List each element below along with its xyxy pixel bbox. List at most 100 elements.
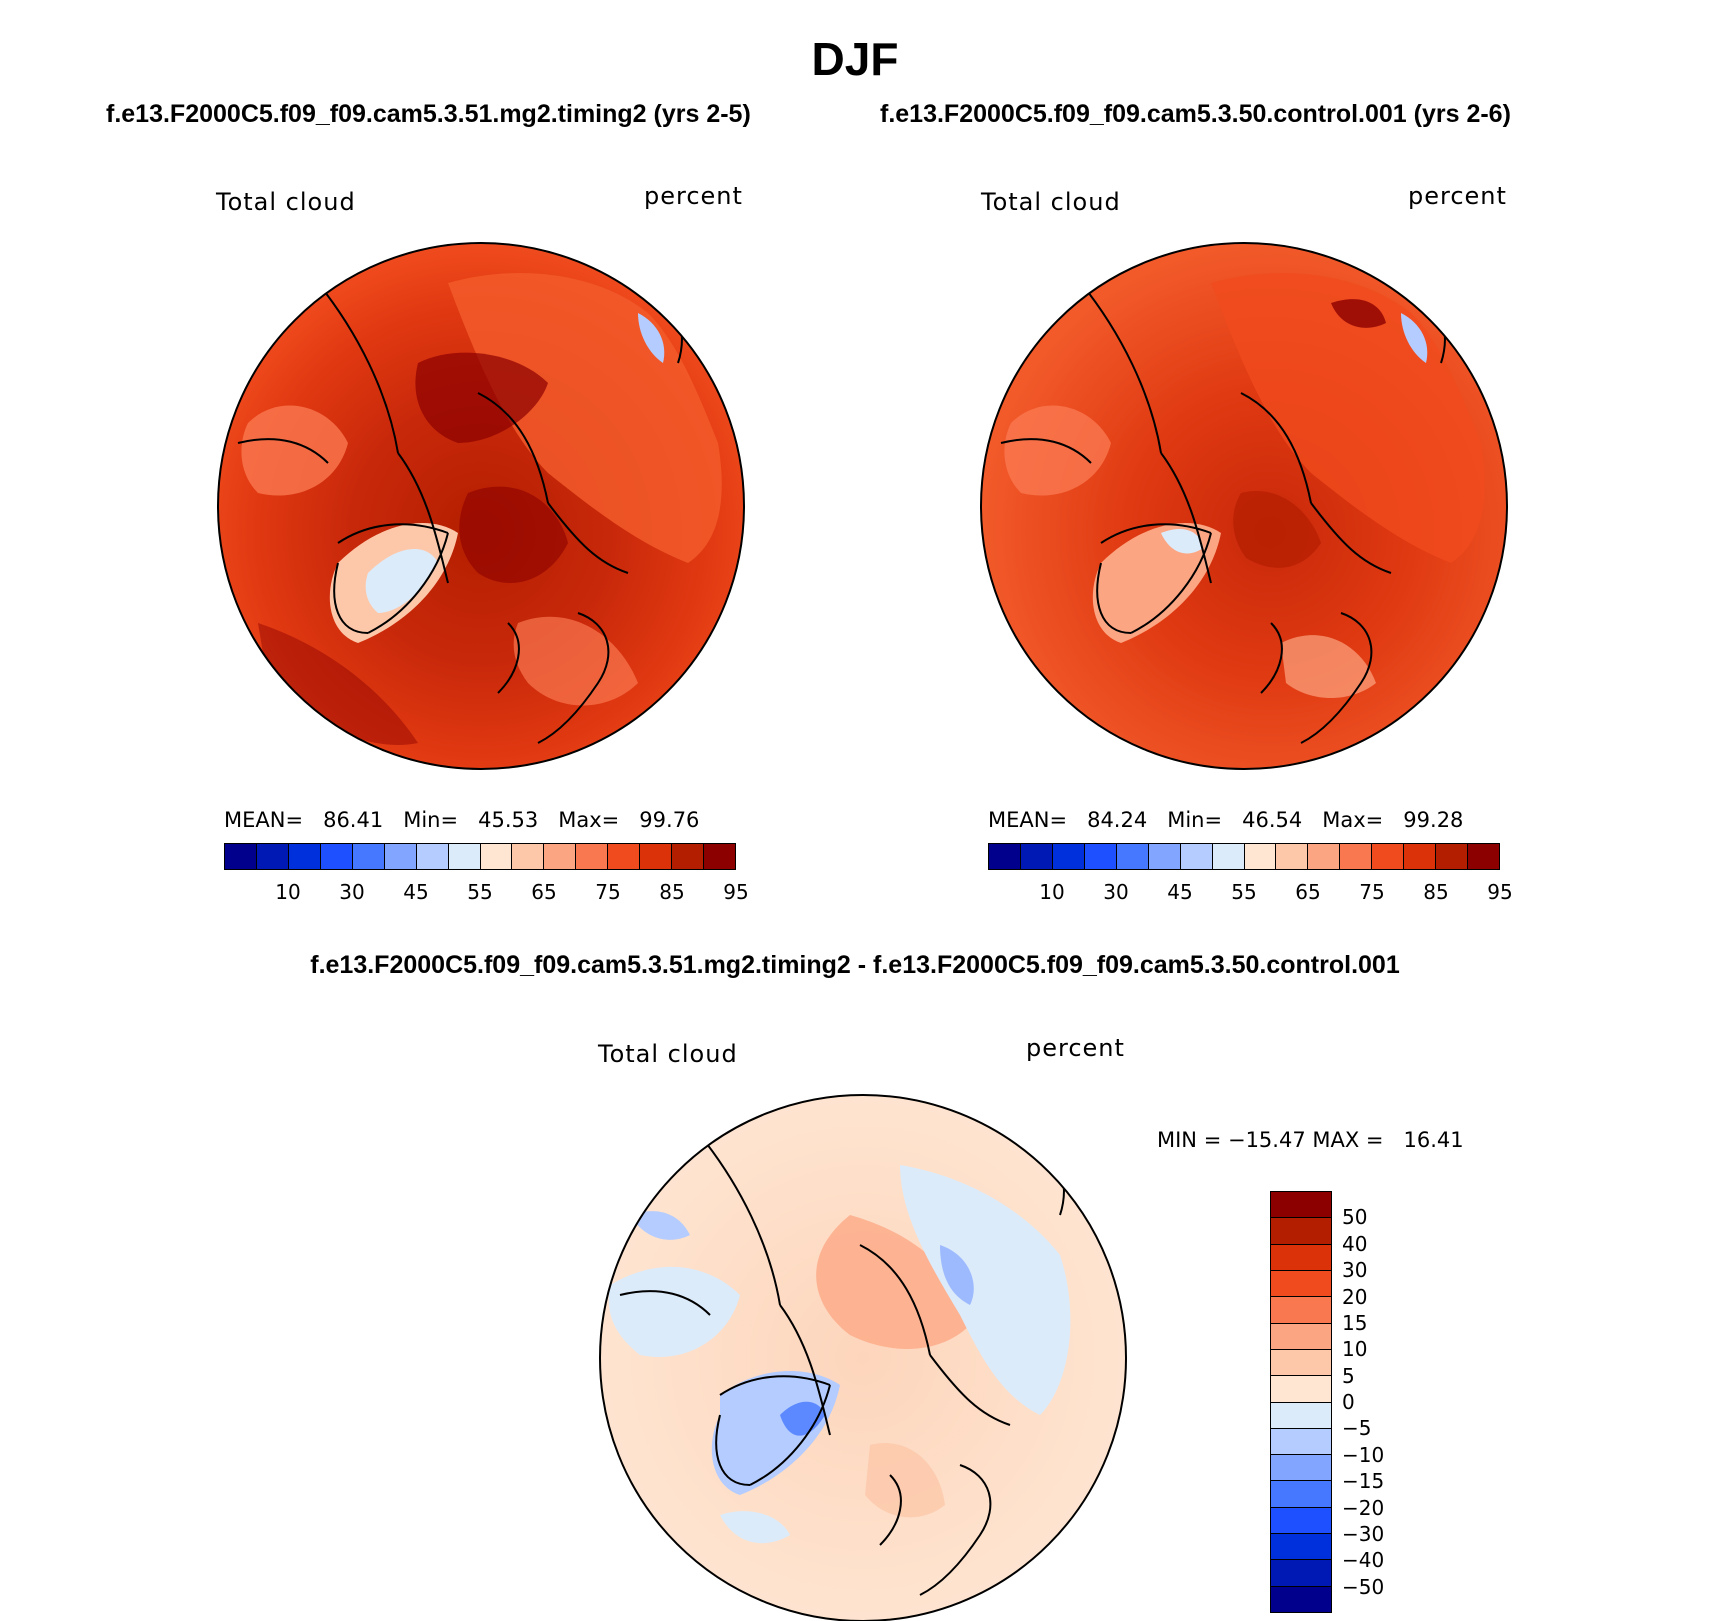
panel2-colorbar-cell	[1084, 844, 1117, 869]
panel1-colorbar-cell	[608, 844, 641, 869]
diff-colorbar-tick-label: −10	[1342, 1442, 1385, 1467]
diff-colorbar-ticks: 50 40 30 20 15 10 5 0 −5 −10 −15 −20 −30 −40 −50	[1342, 1191, 1422, 1613]
panel2-colorbar-cell	[1276, 844, 1309, 869]
diff-colorbar-tick-label: 0	[1342, 1390, 1355, 1414]
panel3-variable: Total cloud	[598, 1040, 738, 1068]
panel1-colorbar-tick-label: 85	[659, 880, 685, 904]
panel2-colorbar-tick-label: 95	[1487, 880, 1513, 904]
diff-colorbar-tick-label: 30	[1342, 1258, 1368, 1283]
diff-colorbar-cell	[1271, 1507, 1331, 1535]
panel1-colorbar-cell	[352, 844, 385, 869]
diff-colorbar-tick-label: 50	[1342, 1205, 1368, 1230]
panel1-colorbar-tick-label: 45	[403, 880, 429, 904]
panel2-colorbar-cell	[1020, 844, 1053, 869]
diff-colorbar-cell	[1271, 1244, 1331, 1271]
panel2-colorbar-cell	[1404, 844, 1437, 869]
panel1-variable: Total cloud	[216, 188, 356, 216]
panel1-colorbar-cell	[416, 844, 449, 869]
panel1-colorbar-tick-label: 55	[467, 880, 493, 904]
diff-colorbar-tick-label: −40	[1342, 1548, 1385, 1573]
panel2-colorbar	[988, 843, 1500, 870]
case1-title: f.e13.F2000C5.f09_f09.cam5.3.51.mg2.timi…	[106, 100, 751, 128]
diff-colorbar-cell	[1271, 1376, 1331, 1403]
panel2-polar-map	[980, 242, 1508, 770]
panel1-colorbar-cell	[256, 844, 289, 869]
panel1-colorbar-cell	[512, 844, 545, 869]
panel2-colorbar-tick-label: 75	[1359, 880, 1385, 904]
panel2-colorbar-tick-label: 65	[1295, 880, 1321, 904]
panel2-colorbar-cell	[1212, 844, 1245, 869]
panel2-colorbar-ticks: 10 30 45 55 65 75 85 95	[988, 880, 1512, 906]
panel2-stats: MEAN= 84.24 Min= 46.54 Max= 99.28	[988, 808, 1464, 832]
panel1-units: percent	[644, 182, 743, 210]
panel2-colorbar-cell	[1436, 844, 1469, 869]
panel1-colorbar-cell	[576, 844, 609, 869]
panel2-colorbar-cell	[1468, 844, 1499, 869]
diff-colorbar-cell	[1271, 1455, 1331, 1482]
diff-colorbar-tick-label: −15	[1342, 1469, 1385, 1494]
diff-colorbar-tick-label: −30	[1342, 1521, 1385, 1546]
panel1-colorbar-tick-label: 75	[595, 880, 621, 904]
panel1-colorbar-cell	[672, 844, 705, 869]
panel1-colorbar-cell	[320, 844, 353, 869]
diff-colorbar-cell	[1271, 1560, 1331, 1587]
panel2-units: percent	[1408, 182, 1507, 210]
diff-colorbar-cell	[1271, 1297, 1331, 1324]
diff-colorbar	[1270, 1191, 1332, 1613]
panel3-units: percent	[1026, 1034, 1125, 1062]
panel1-colorbar-ticks: 10 30 45 55 65 75 85 95	[224, 880, 748, 906]
panel1-colorbar	[224, 843, 736, 870]
panel1-colorbar-tick-label: 95	[723, 880, 749, 904]
panel2-colorbar-cell	[1372, 844, 1405, 869]
panel2-colorbar-cell	[1308, 844, 1341, 869]
panel1-colorbar-cell	[288, 844, 321, 869]
panel2-colorbar-tick-label: 30	[1103, 880, 1129, 904]
diff-colorbar-tick-label: 40	[1342, 1231, 1368, 1256]
panel3-polar-map	[599, 1094, 1127, 1621]
diff-colorbar-tick-label: 20	[1342, 1284, 1368, 1309]
case2-title: f.e13.F2000C5.f09_f09.cam5.3.50.control.…	[880, 100, 1511, 128]
panel2-colorbar-cell	[1340, 844, 1373, 869]
panel1-colorbar-cell	[225, 844, 257, 869]
diff-colorbar-cell	[1271, 1270, 1331, 1298]
panel2-colorbar-cell	[1244, 844, 1277, 869]
panel1-colorbar-cell	[640, 844, 673, 869]
diff-title: f.e13.F2000C5.f09_f09.cam5.3.51.mg2.timi…	[310, 951, 1400, 979]
panel1-colorbar-tick-label: 30	[339, 880, 365, 904]
diff-colorbar-tick-label: 10	[1342, 1337, 1368, 1362]
diff-colorbar-cell	[1271, 1218, 1331, 1245]
panel1-colorbar-cell	[544, 844, 577, 869]
diff-colorbar-cell	[1271, 1402, 1331, 1429]
panel1-colorbar-cell	[448, 844, 481, 869]
diff-colorbar-cell	[1271, 1481, 1331, 1508]
panel2-colorbar-tick-label: 55	[1231, 880, 1257, 904]
panel2-colorbar-cell	[1052, 844, 1085, 869]
panel2-variable: Total cloud	[981, 188, 1121, 216]
panel1-stats: MEAN= 86.41 Min= 45.53 Max= 99.76	[224, 808, 700, 832]
panel2-colorbar-cell	[1180, 844, 1213, 869]
panel2-colorbar-tick-label: 10	[1039, 880, 1065, 904]
panel2-colorbar-cell	[1116, 844, 1149, 869]
diff-colorbar-tick-label: −50	[1342, 1574, 1385, 1599]
panel1-colorbar-cell	[704, 844, 735, 869]
panel2-colorbar-tick-label: 85	[1423, 880, 1449, 904]
panel1-colorbar-cell	[480, 844, 513, 869]
panel1-colorbar-cell	[384, 844, 417, 869]
main-title: DJF	[811, 33, 899, 85]
panel1-colorbar-tick-label: 10	[275, 880, 301, 904]
diff-colorbar-tick-label: 5	[1342, 1363, 1355, 1388]
diff-colorbar-tick-label: −20	[1342, 1495, 1385, 1520]
diff-colorbar-cell	[1271, 1349, 1331, 1377]
diff-colorbar-cell	[1271, 1192, 1331, 1219]
diff-colorbar-tick-label: −5	[1342, 1416, 1372, 1441]
diff-colorbar-tick-label: 15	[1342, 1310, 1368, 1335]
panel1-colorbar-tick-label: 65	[531, 880, 557, 904]
panel2-colorbar-cell	[1148, 844, 1181, 869]
panel1-polar-map	[217, 242, 745, 770]
diff-colorbar-cell	[1271, 1323, 1331, 1350]
panel2-colorbar-tick-label: 45	[1167, 880, 1193, 904]
diff-colorbar-cell	[1271, 1428, 1331, 1456]
panel2-colorbar-cell	[989, 844, 1021, 869]
diff-colorbar-cell	[1271, 1586, 1331, 1612]
diff-colorbar-cell	[1271, 1534, 1331, 1561]
